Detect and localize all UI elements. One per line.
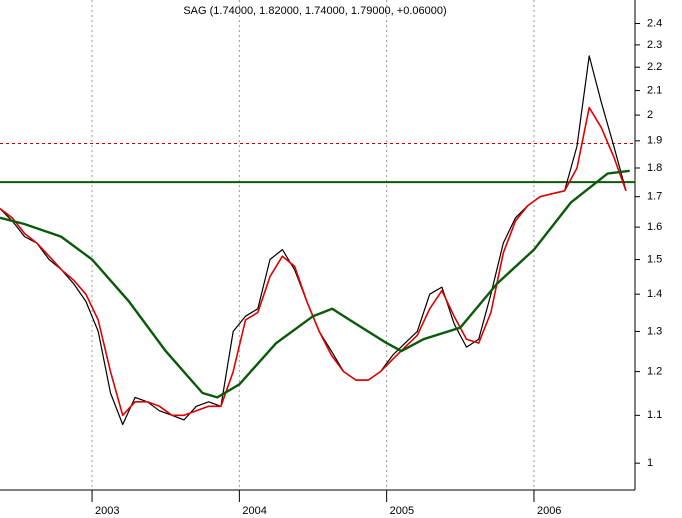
- chart-title: SAG (1.74000, 1.82000, 1.74000, 1.79000,…: [183, 5, 446, 17]
- y-tick-label: 1.4: [647, 288, 662, 300]
- y-tick-label: 1.5: [647, 253, 662, 265]
- x-tick-label: 2006: [537, 505, 561, 517]
- y-tick-label: 1: [647, 457, 653, 469]
- x-tick-label: 2004: [242, 505, 266, 517]
- y-tick-label: 1.8: [647, 162, 662, 174]
- x-tick-label: 2005: [390, 505, 414, 517]
- y-tick-label: 1.6: [647, 221, 662, 233]
- y-tick-label: 2.2: [647, 61, 662, 73]
- y-tick-label: 1.7: [647, 191, 662, 203]
- y-tick-label: 1.1: [647, 409, 662, 421]
- price-line: [0, 169, 630, 399]
- y-tick-label: 2: [647, 109, 653, 121]
- y-tick-label: 2.1: [647, 84, 662, 96]
- y-tick-label: 2.4: [647, 17, 662, 29]
- y-tick-label: 1.2: [647, 366, 662, 378]
- y-tick-label: 1.9: [647, 135, 662, 147]
- x-tick-label: 2003: [95, 505, 119, 517]
- y-tick-label: 2.3: [647, 39, 662, 51]
- y-tick-label: 1.3: [647, 325, 662, 337]
